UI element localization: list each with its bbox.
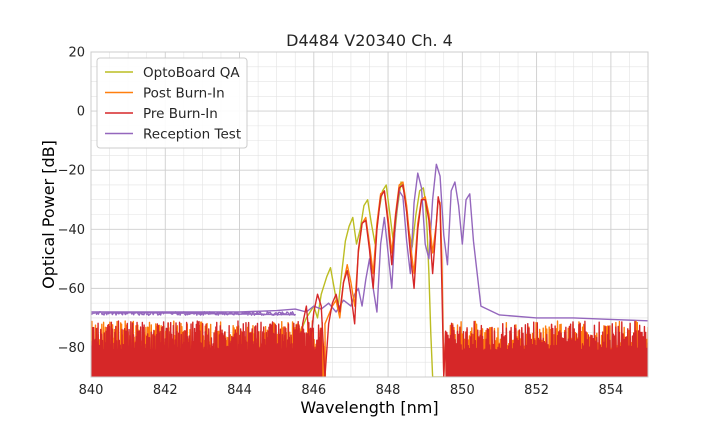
legend-label: OptoBoard QA bbox=[143, 65, 240, 81]
y-tick-label: −40 bbox=[58, 223, 85, 238]
legend: OptoBoard QA Post Burn-In Pre Burn-In Recep… bbox=[96, 57, 248, 149]
x-tick-label: 850 bbox=[450, 383, 475, 398]
y-tick-label: −80 bbox=[58, 341, 85, 356]
series-line-pre-burn-in bbox=[91, 184, 648, 377]
series-line-reception-test bbox=[91, 163, 648, 322]
y-tick-label: 0 bbox=[77, 105, 85, 120]
x-tick-label: 844 bbox=[227, 383, 252, 398]
y-axis-label: Optical Power [dB] bbox=[39, 140, 58, 289]
legend-box bbox=[96, 57, 248, 149]
legend-label: Post Burn-In bbox=[143, 85, 225, 101]
x-tick-label: 854 bbox=[598, 383, 623, 398]
x-tick-labels: 840 842 844 846 848 850 852 854 bbox=[79, 383, 624, 398]
y-tick-label: −60 bbox=[58, 282, 85, 297]
plot-frame bbox=[90, 51, 649, 378]
series-layer bbox=[91, 163, 648, 377]
x-axis-label: Wavelength [nm] bbox=[300, 398, 438, 417]
y-tick-labels: 20 0 −20 −40 −60 −80 bbox=[58, 46, 85, 356]
x-tick-label: 840 bbox=[79, 383, 104, 398]
chart-title: D4484 V20340 Ch. 4 bbox=[286, 31, 453, 50]
y-tick-label: −20 bbox=[58, 164, 85, 179]
x-tick-label: 846 bbox=[301, 383, 326, 398]
x-tick-label: 842 bbox=[153, 383, 178, 398]
legend-label: Pre Burn-In bbox=[143, 106, 218, 122]
legend-label: Reception Test bbox=[143, 126, 241, 142]
y-tick-label: 20 bbox=[68, 46, 85, 61]
x-tick-label: 852 bbox=[524, 383, 549, 398]
x-tick-label: 848 bbox=[376, 383, 401, 398]
